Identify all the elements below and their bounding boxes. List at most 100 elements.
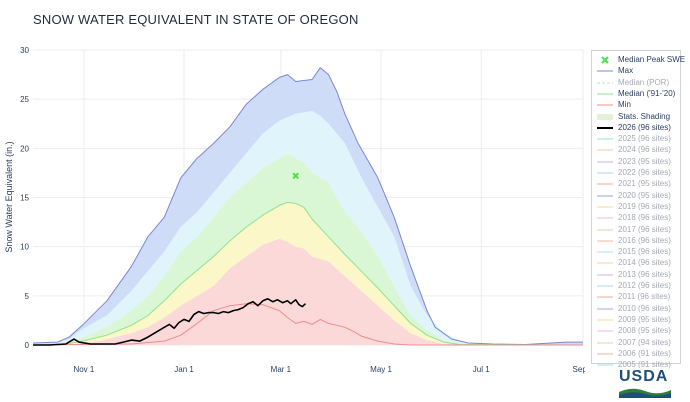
legend-item[interactable]: 2008 (95 sites): [592, 326, 682, 336]
legend-item[interactable]: 2009 (95 sites): [592, 315, 682, 325]
legend-item[interactable]: 2023 (95 sites): [592, 157, 682, 167]
legend-item[interactable]: Min: [592, 100, 682, 110]
y-axis-label: Snow Water Equivalent (in.): [4, 141, 14, 252]
legend-label: 2005 (91 sites): [618, 360, 671, 370]
markers: [292, 172, 299, 180]
legend-swatch: [597, 126, 613, 129]
chart-title: SNOW WATER EQUIVALENT IN STATE OF OREGON: [33, 12, 359, 27]
legend-label: Min: [618, 100, 631, 110]
legend-label: 2025 (96 sites): [618, 134, 671, 144]
y-tick-label: 5: [25, 292, 30, 301]
legend-swatch: [597, 161, 613, 163]
legend-label: 2022 (96 sites): [618, 168, 671, 177]
legend-label: 2014 (96 sites): [618, 258, 671, 268]
legend-item[interactable]: 2016 (96 sites): [592, 236, 682, 246]
y-tick-label: 30: [20, 46, 29, 55]
legend-swatch: [597, 113, 613, 120]
legend-swatch: [597, 195, 613, 197]
band-p90-p70: [33, 111, 583, 345]
y-axis-ticks: 0 5 10 15 20 25 30: [20, 46, 29, 350]
legend-item[interactable]: 2014 (96 sites): [592, 258, 682, 268]
y-tick-label: 25: [20, 95, 29, 104]
legend-item[interactable]: 2006 (91 sites): [592, 349, 682, 359]
legend-item[interactable]: 2018 (96 sites): [592, 213, 682, 223]
legend-swatch: [597, 319, 613, 321]
band-p50-p30: [33, 202, 583, 345]
series-line-min: [32, 303, 583, 346]
legend-item[interactable]: 2025 (96 sites): [592, 134, 682, 144]
legend-item[interactable]: Median (POR): [592, 78, 682, 88]
legend-swatch: [597, 82, 613, 84]
legend-label: Stats. Shading: [618, 111, 671, 121]
median-peak-swe-marker: [292, 172, 299, 180]
legend-swatch: [597, 240, 613, 242]
legend-label: 2011 (96 sites): [618, 292, 671, 302]
y-tick-label: 15: [20, 194, 29, 203]
legend-swatch: [597, 206, 613, 208]
legend-label: 2008 (95 sites): [618, 326, 671, 336]
legend-label: 2023 (95 sites): [618, 156, 671, 166]
legend-item[interactable]: 2012 (96 sites): [592, 281, 682, 291]
swe-chart: 0 5 10 15 20 25 30 Nov 1 Jan 1 Mar 1 May 1 Jul 1 Se…: [4, 46, 585, 374]
legend-swatch: [597, 251, 613, 253]
x-tick-label: Jan 1: [174, 365, 194, 374]
legend-label: 2015 (96 sites): [618, 247, 671, 257]
legend-swatch: [597, 183, 613, 185]
legend-item[interactable]: 2010 (96 sites): [592, 304, 682, 314]
legend-label: Median ('91-'20): [618, 88, 676, 98]
legend-swatch: [597, 138, 613, 140]
legend-item[interactable]: 2011 (96 sites): [592, 292, 682, 302]
legend-item[interactable]: 2024 (96 sites): [592, 145, 682, 155]
legend-label: 2007 (94 sites): [618, 337, 671, 347]
legend-swatch: [597, 285, 613, 287]
legend-swatch: [597, 70, 613, 72]
legend-swatch: [597, 149, 613, 151]
legend-label: 2010 (96 sites): [618, 303, 671, 313]
legend-label: Median Peak SWE: [618, 55, 686, 64]
legend-label: 2019 (96 sites): [618, 201, 671, 211]
x-tick-label: Mar 1: [271, 365, 292, 374]
band-p30-min: [33, 238, 583, 345]
legend-item[interactable]: 2019 (96 sites): [592, 202, 682, 212]
legend-item[interactable]: 2005 (91 sites): [592, 360, 682, 370]
legend-item[interactable]: Max: [592, 66, 682, 76]
legend-item[interactable]: 2015 (96 sites): [592, 247, 682, 257]
legend-label: 2012 (96 sites): [618, 281, 671, 290]
legend-item[interactable]: 2026 (96 sites): [592, 123, 682, 133]
band-p70-p50: [33, 153, 583, 345]
legend-label: Median (POR): [618, 77, 670, 87]
legend-item[interactable]: 2020 (95 sites): [592, 191, 682, 201]
legend-item[interactable]: 2007 (94 sites): [592, 338, 682, 348]
legend-item[interactable]: 2013 (96 sites): [592, 270, 682, 280]
x-axis-ticks: Nov 1 Jan 1 Mar 1 May 1 Jul 1 Sep 1: [73, 365, 585, 374]
legend-label: 2021 (95 sites): [618, 179, 671, 189]
x-tick-label: Jul 1: [473, 365, 490, 374]
usda-logo-mark: [619, 388, 671, 398]
legend-label: 2006 (91 sites): [618, 348, 671, 358]
legend-swatch: [597, 296, 613, 298]
series-line-median-91-20-: [32, 201, 584, 346]
legend-label: 2018 (96 sites): [618, 213, 671, 223]
legend-item[interactable]: 2017 (96 sites): [592, 225, 682, 235]
series-line-2026-96-sites-: [33, 298, 307, 346]
legend-swatch: [597, 93, 613, 95]
series-lines: [32, 67, 584, 346]
legend-swatch: [597, 217, 613, 219]
legend-swatch: [597, 353, 613, 355]
y-tick-label: 0: [25, 341, 30, 350]
legend-item[interactable]: 2022 (96 sites): [592, 168, 682, 178]
legend-item[interactable]: Stats. Shading: [592, 112, 682, 122]
legend-swatch: [597, 274, 613, 276]
x-tick-label: May 1: [370, 365, 392, 374]
legend-swatch: [597, 330, 613, 332]
x-tick-label: Nov 1: [73, 365, 94, 374]
legend-item[interactable]: Median ('91-'20): [592, 89, 682, 99]
series-line-max: [32, 67, 583, 345]
legend-item[interactable]: Median Peak SWE: [592, 55, 686, 65]
legend-label: 2009 (95 sites): [618, 314, 671, 324]
legend-label: 2020 (95 sites): [618, 190, 671, 200]
y-tick-label: 20: [20, 144, 29, 153]
legend-label: 2026 (96 sites): [618, 122, 671, 132]
legend-swatch: [597, 172, 613, 174]
legend-item[interactable]: 2021 (95 sites): [592, 179, 682, 189]
